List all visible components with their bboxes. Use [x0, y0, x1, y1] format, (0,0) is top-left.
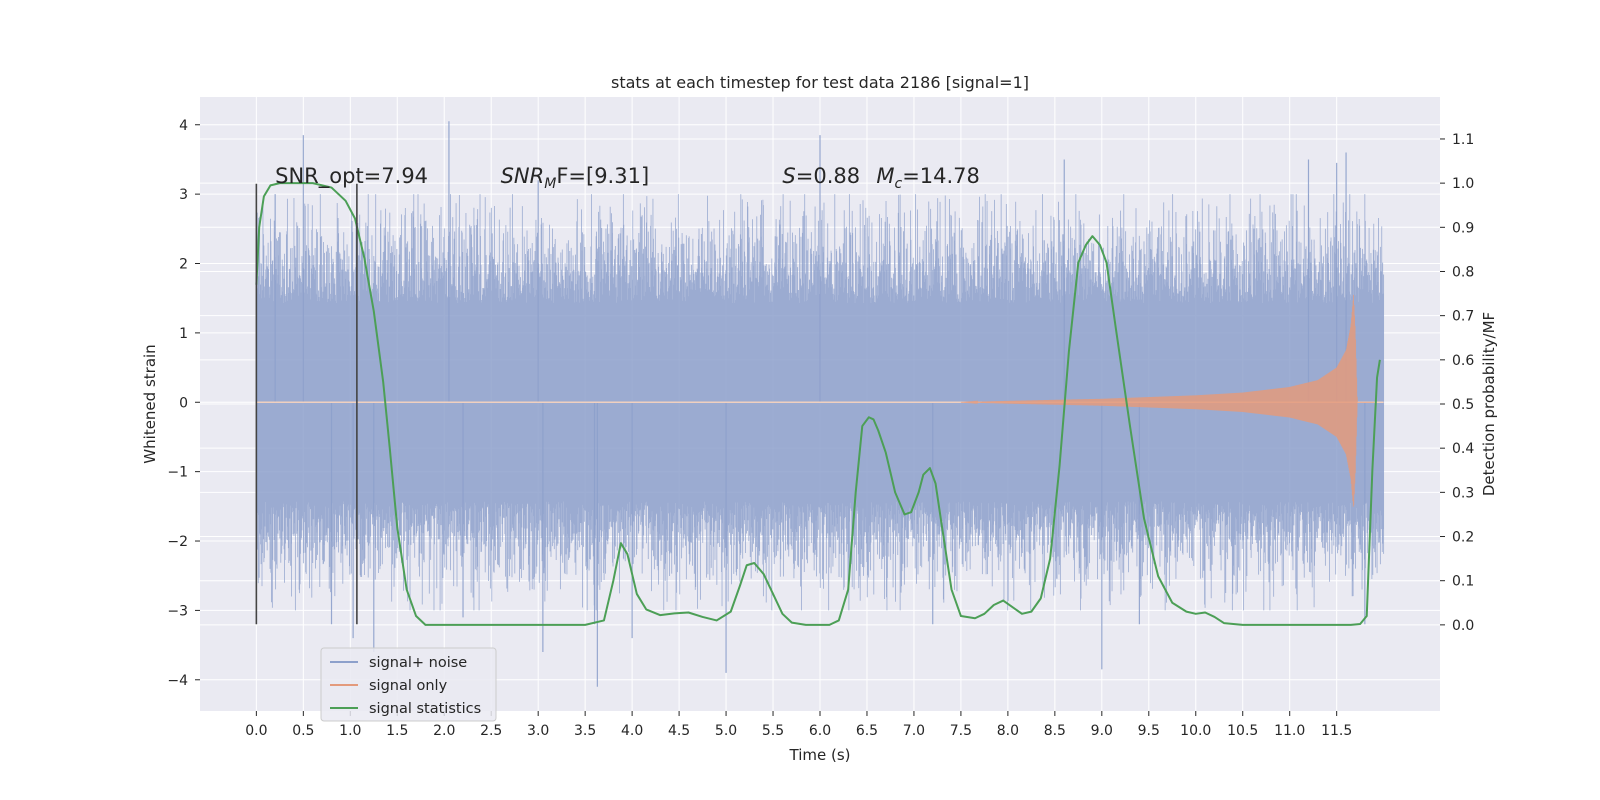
annotation: SNR_opt=7.94: [275, 164, 428, 189]
x-tick-label: 7.0: [903, 723, 925, 739]
signal-trace: [960, 294, 1375, 507]
y-tick-label: −4: [167, 673, 188, 689]
x-tick-label: 11.0: [1274, 723, 1305, 739]
y2-tick-label: 0.1: [1452, 574, 1474, 590]
x-tick-label: 2.5: [480, 723, 502, 739]
y2-tick-label: 0.8: [1452, 264, 1474, 280]
x-tick-label: 6.5: [856, 723, 878, 739]
y2-tick-label: 0.6: [1452, 353, 1474, 369]
legend-label-noise: signal+ noise: [369, 655, 467, 671]
y2-tick-label: 0.4: [1452, 441, 1474, 457]
y2-tick-label: 1.0: [1452, 176, 1474, 192]
y2-tick-label: 0.9: [1452, 220, 1474, 236]
x-axis-title: Time (s): [789, 746, 851, 764]
y2-axis-title: Detection probability/MF: [1480, 312, 1498, 496]
y-axis-ticks: 4 3 2 1 0 −1 −2 −3 −4: [167, 118, 200, 689]
y-tick-label: 2: [179, 257, 188, 273]
x-tick-label: 6.0: [809, 723, 831, 739]
x-tick-label: 5.5: [762, 723, 784, 739]
x-tick-label: 8.0: [997, 723, 1019, 739]
legend: signal+ noise signal only signal statist…: [320, 647, 497, 722]
legend-label-signal: signal only: [369, 678, 448, 694]
x-tick-label: 9.5: [1138, 723, 1160, 739]
x-tick-label: 4.5: [668, 723, 690, 739]
y-tick-label: −3: [167, 603, 188, 619]
x-tick-label: 3.5: [574, 723, 596, 739]
y2-tick-label: 1.1: [1452, 132, 1474, 148]
y-axis-title: Whitened strain: [141, 344, 159, 463]
chart-title: stats at each timestep for test data 218…: [611, 73, 1029, 92]
x-tick-label: 0.5: [292, 723, 314, 739]
x-tick-label: 11.5: [1321, 723, 1352, 739]
x-axis-ticks: 0.0 0.5 1.0 1.5 2.0 2.5 3.0 3.5 4.0 4.5 5.0 5.5 6.0 6…: [245, 711, 1352, 739]
y2-tick-label: 0.7: [1452, 309, 1474, 325]
x-tick-label: 2.0: [433, 723, 455, 739]
x-tick-label: 3.0: [527, 723, 549, 739]
y2-tick-label: 0.5: [1452, 397, 1474, 413]
annotations: SNR_opt=7.94 SNRMF=[9.31] S=0.88 Mc=14.78: [275, 164, 980, 192]
legend-frame: [320, 647, 497, 722]
x-tick-label: 8.5: [1044, 723, 1066, 739]
y-tick-label: 1: [179, 326, 188, 342]
x-tick-label: 4.0: [621, 723, 643, 739]
x-tick-label: 1.5: [386, 723, 408, 739]
signal-statistics-series: [255, 182, 1381, 626]
statistics-line: [255, 182, 1381, 626]
x-tick-label: 9.0: [1091, 723, 1113, 739]
y2-tick-label: 0.0: [1452, 618, 1474, 634]
y2-axis-ticks: 1.1 1.0 0.9 0.8 0.7 0.6 0.5 0.4 0.3 0.2 0.1 0.0: [1440, 132, 1474, 634]
x-tick-label: 10.0: [1180, 723, 1211, 739]
y2-tick-label: 0.3: [1452, 485, 1474, 501]
y-tick-label: 0: [179, 395, 188, 411]
vertical-markers: [255, 183, 358, 625]
y-tick-label: −2: [167, 534, 188, 550]
x-tick-label: 1.0: [339, 723, 361, 739]
y-tick-label: 3: [179, 187, 188, 203]
x-tick-label: 10.5: [1227, 723, 1258, 739]
y-tick-label: −1: [167, 465, 188, 481]
annotation: SNRMF=[9.31]: [501, 164, 650, 192]
y-tick-label: 4: [179, 118, 188, 134]
annotation: Mc=14.78: [876, 164, 980, 192]
x-tick-label: 5.0: [715, 723, 737, 739]
signal-only-series: [960, 294, 1375, 507]
x-tick-label: 0.0: [245, 723, 267, 739]
x-tick-label: 7.5: [950, 723, 972, 739]
legend-label-stats: signal statistics: [369, 701, 481, 717]
y2-tick-label: 0.2: [1452, 530, 1474, 546]
annotation: S=0.88: [782, 164, 860, 188]
